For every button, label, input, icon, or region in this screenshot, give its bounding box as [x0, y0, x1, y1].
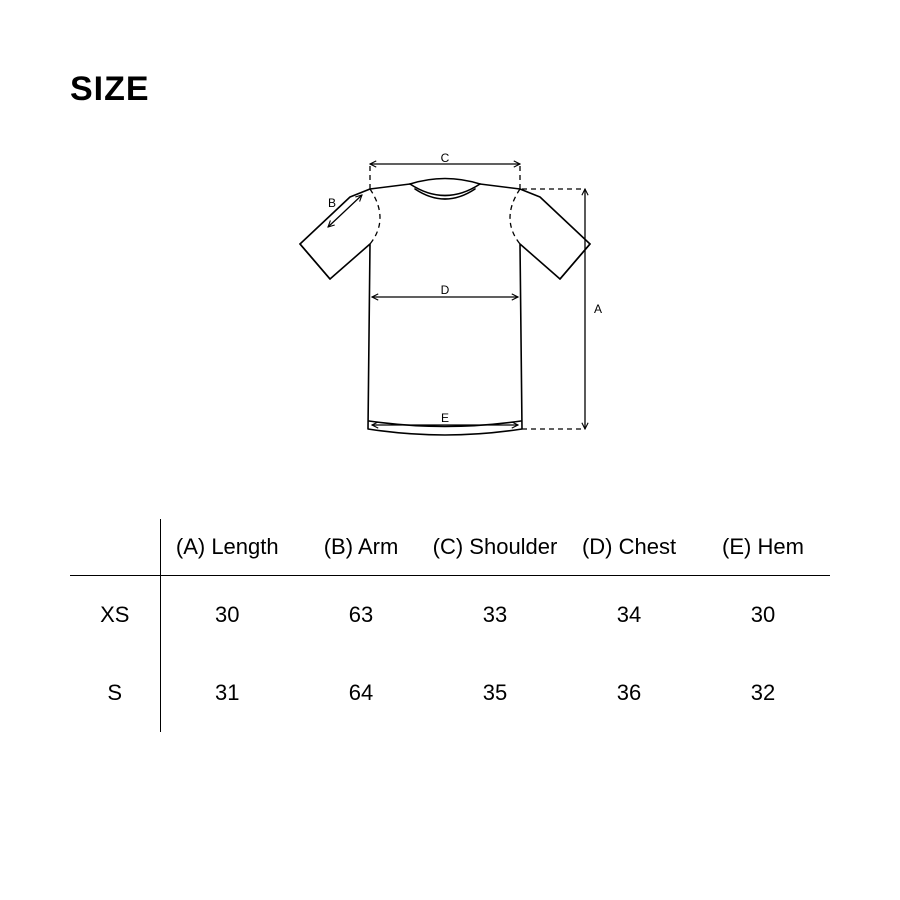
diagram-label-a: A: [594, 302, 602, 316]
col-length: (A) Length: [160, 519, 294, 576]
diagram-label-d: D: [441, 283, 450, 297]
tshirt-diagram-wrap: C A D E B: [60, 129, 840, 479]
val-cell: 63: [294, 576, 428, 655]
val-cell: 35: [428, 654, 562, 732]
diagram-label-b: B: [328, 196, 336, 210]
tshirt-diagram: C A D E B: [240, 129, 660, 479]
col-shoulder: (C) Shoulder: [428, 519, 562, 576]
val-cell: 34: [562, 576, 696, 655]
val-cell: 32: [696, 654, 830, 732]
val-cell: 33: [428, 576, 562, 655]
val-cell: 64: [294, 654, 428, 732]
col-chest: (D) Chest: [562, 519, 696, 576]
val-cell: 31: [160, 654, 294, 732]
size-cell: XS: [70, 576, 160, 655]
col-hem: (E) Hem: [696, 519, 830, 576]
size-table: (A) Length (B) Arm (C) Shoulder (D) Ches…: [70, 519, 830, 732]
col-arm: (B) Arm: [294, 519, 428, 576]
val-cell: 30: [160, 576, 294, 655]
diagram-label-e: E: [441, 411, 449, 425]
val-cell: 36: [562, 654, 696, 732]
size-chart-page: SIZE: [0, 0, 900, 900]
val-cell: 30: [696, 576, 830, 655]
table-head-blank: [70, 519, 160, 576]
table-row: S 31 64 35 36 32: [70, 654, 830, 732]
size-cell: S: [70, 654, 160, 732]
table-row: XS 30 63 33 34 30: [70, 576, 830, 655]
diagram-label-c: C: [441, 151, 450, 165]
page-title: SIZE: [70, 70, 840, 109]
table-head-row: (A) Length (B) Arm (C) Shoulder (D) Ches…: [70, 519, 830, 576]
